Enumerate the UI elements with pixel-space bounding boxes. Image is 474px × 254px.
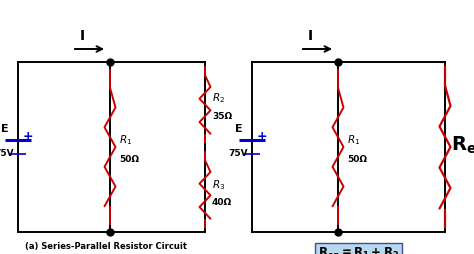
Text: +: +: [23, 131, 33, 144]
Text: (a) Series-Parallel Resistor Circuit: (a) Series-Parallel Resistor Circuit: [26, 242, 188, 251]
Text: I: I: [80, 29, 84, 43]
Text: $R_1$: $R_1$: [119, 133, 132, 147]
Text: 75V: 75V: [228, 149, 248, 157]
Point: [334, 230, 342, 234]
Text: E: E: [235, 124, 243, 134]
Text: $R_1$: $R_1$: [347, 133, 360, 147]
Text: 50Ω: 50Ω: [347, 155, 367, 165]
Text: $R_3$: $R_3$: [212, 179, 225, 192]
Text: 75V: 75V: [0, 149, 14, 157]
Text: $R_2$: $R_2$: [212, 92, 225, 105]
Point: [334, 60, 342, 64]
Text: E: E: [1, 124, 9, 134]
Text: 50Ω: 50Ω: [119, 155, 139, 165]
Text: $\mathbf{R_{eq}=R_1+R_2}$: $\mathbf{R_{eq}=R_1+R_2}$: [318, 246, 399, 254]
Point: [106, 230, 114, 234]
Text: 40Ω: 40Ω: [212, 198, 232, 207]
Text: 35Ω: 35Ω: [212, 112, 232, 121]
Point: [106, 60, 114, 64]
Text: +: +: [257, 131, 267, 144]
Text: I: I: [308, 29, 312, 43]
Text: $\mathbf{R_{eq}}$: $\mathbf{R_{eq}}$: [451, 135, 474, 159]
